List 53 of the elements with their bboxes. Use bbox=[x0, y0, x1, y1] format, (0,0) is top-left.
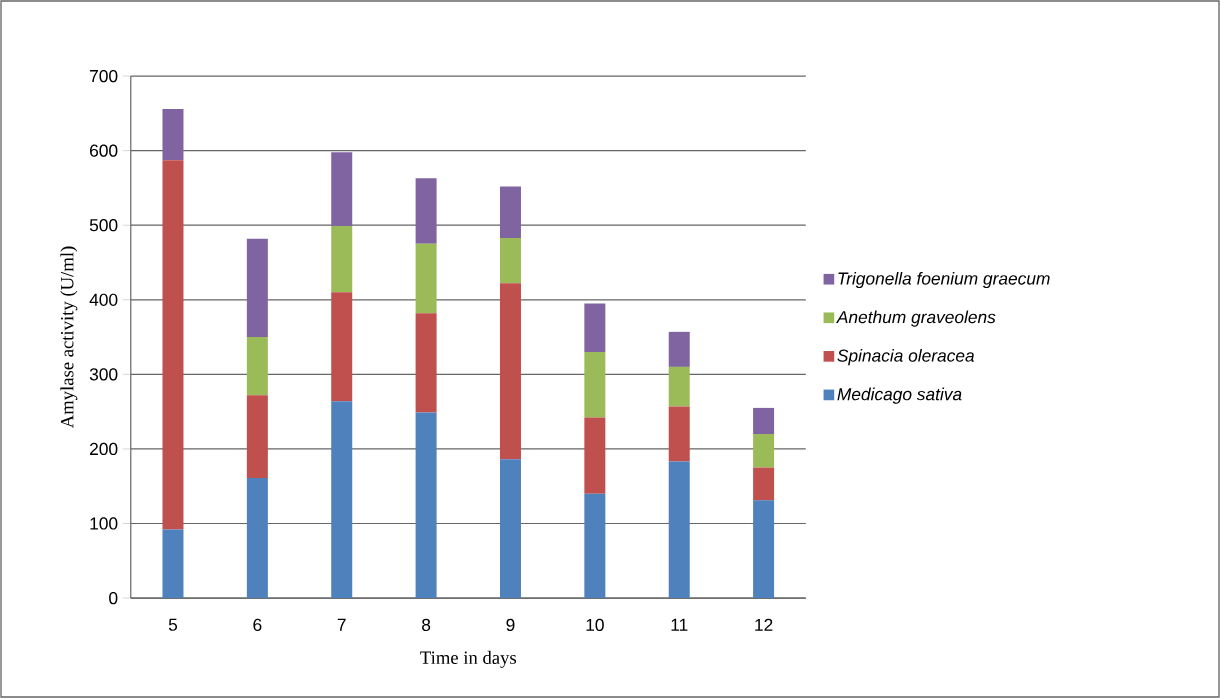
bar bbox=[415, 178, 437, 244]
x-tick-label: 6 bbox=[253, 618, 262, 632]
x-tick-label: 10 bbox=[586, 618, 604, 632]
x-axis-title: Time in days bbox=[420, 650, 517, 668]
bar bbox=[162, 160, 184, 530]
y-axis-title: Amylase activity (U/ml) bbox=[60, 246, 78, 429]
x-tick-label: 8 bbox=[422, 618, 431, 632]
x-tick-label: 9 bbox=[506, 618, 515, 632]
x-tick-label: 12 bbox=[755, 618, 773, 631]
bar bbox=[415, 243, 437, 314]
bar bbox=[668, 331, 690, 367]
bar bbox=[499, 283, 521, 460]
y-tick-label: 500 bbox=[89, 219, 118, 232]
bar bbox=[246, 238, 268, 338]
bar bbox=[246, 395, 268, 478]
legend-label: Trigonella foenium graecum bbox=[838, 271, 1050, 289]
bar bbox=[415, 313, 437, 413]
y-tick-label: 100 bbox=[90, 517, 118, 530]
y-tick-label: 400 bbox=[89, 293, 118, 306]
bar bbox=[584, 303, 606, 352]
bar bbox=[753, 407, 775, 435]
bar bbox=[162, 108, 184, 161]
bar bbox=[668, 406, 690, 462]
bar bbox=[753, 467, 775, 501]
y-tick-label: 200 bbox=[90, 442, 118, 456]
x-tick-label: 5 bbox=[168, 618, 178, 631]
bar bbox=[499, 237, 521, 284]
bar bbox=[246, 337, 268, 396]
bar bbox=[331, 401, 353, 599]
y-tick-label: 700 bbox=[90, 69, 118, 83]
legend-label: Spinacia oleracea bbox=[837, 349, 975, 366]
bar bbox=[584, 493, 606, 599]
bar bbox=[668, 461, 690, 599]
x-tick-label: 7 bbox=[337, 618, 346, 631]
bar bbox=[753, 500, 775, 599]
y-tick-label: 0 bbox=[109, 591, 118, 605]
bar bbox=[584, 417, 606, 494]
y-tick-label: 300 bbox=[89, 368, 118, 381]
bar bbox=[499, 186, 521, 238]
y-tick-label: 600 bbox=[90, 144, 118, 157]
bar bbox=[415, 412, 437, 599]
bar bbox=[162, 529, 184, 599]
x-tick-label: 11 bbox=[671, 618, 688, 631]
legend-label: Anethum graveolens bbox=[836, 310, 996, 327]
bar bbox=[331, 152, 353, 226]
legend-label: Medicago sativa bbox=[837, 387, 962, 404]
bar bbox=[331, 225, 353, 293]
bar bbox=[499, 459, 521, 599]
bar bbox=[584, 351, 606, 418]
bar bbox=[753, 434, 775, 468]
bar bbox=[246, 478, 268, 599]
bar bbox=[331, 292, 353, 402]
bar bbox=[668, 366, 690, 407]
